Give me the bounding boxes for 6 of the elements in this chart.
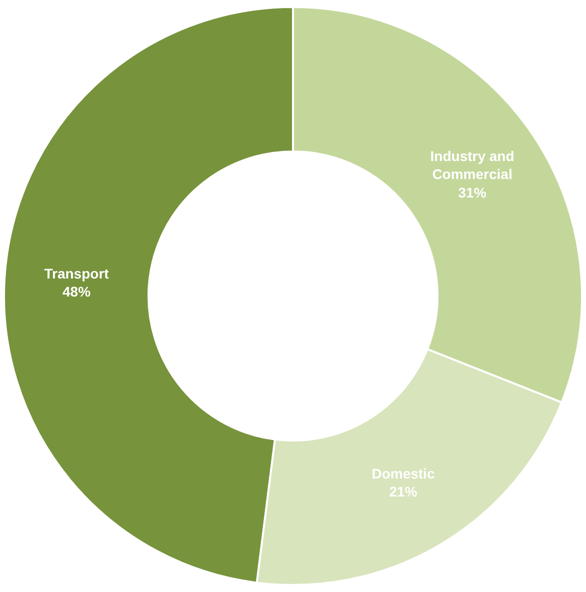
slice-label: Industry and Commercial (430, 148, 514, 182)
slice-label: Transport (44, 265, 110, 282)
slice-label: Domestic (372, 465, 435, 482)
data-label: 48% (62, 283, 92, 300)
data-label: 21% (389, 484, 418, 500)
data-label: 31% (458, 184, 487, 200)
